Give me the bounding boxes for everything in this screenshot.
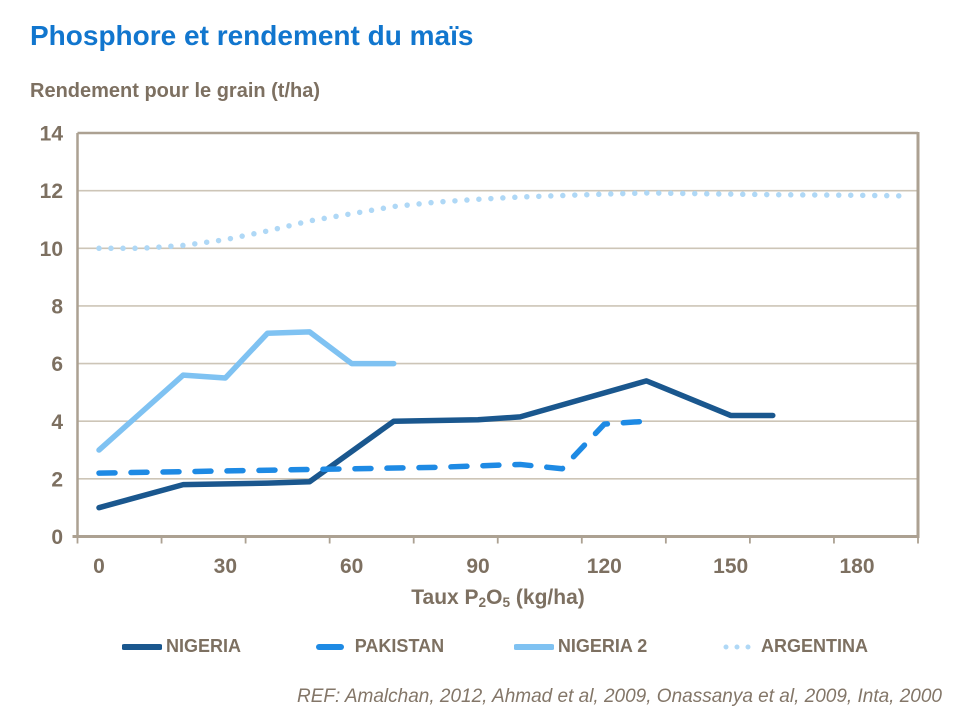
legend: NIGERIA PAKISTAN NIGERIA 2 ARGENTINA	[122, 636, 868, 657]
x-axis-tick-label: 60	[340, 555, 363, 578]
series-line-nigeria-2	[96, 329, 397, 453]
legend-item-nigeria-2: NIGERIA 2	[513, 636, 648, 657]
x-axis-tick-label: 180	[839, 555, 874, 578]
y-axis-tick-label: 14	[40, 123, 64, 146]
legend-label: PAKISTAN	[354, 636, 445, 656]
x-axis-tick-label: 0	[93, 555, 105, 578]
legend-swatch-solid-line-icon	[513, 643, 554, 650]
series-line-nigeria	[96, 378, 776, 511]
y-axis-tick-label: 4	[51, 411, 63, 434]
y-axis-tick-label: 10	[40, 238, 63, 261]
x-axis-tick-label: 120	[587, 555, 622, 578]
legend-swatch-dotted-line-icon	[723, 644, 752, 649]
x-axis-title-text: Taux P	[411, 586, 479, 609]
legend-label: ARGENTINA	[760, 636, 868, 656]
y-axis-tick-label: 2	[51, 468, 63, 491]
chart-title: Phosphore et rendement du maïs	[30, 20, 474, 51]
x-axis-tick-label: 90	[466, 555, 489, 578]
legend-label: NIGERIA	[166, 636, 242, 656]
legend-swatch-dashed-line-icon	[315, 643, 344, 650]
x-axis-tick-label: 30	[214, 555, 237, 578]
legend-item-argentina: ARGENTINA	[717, 636, 868, 657]
legend-swatch-solid-line-icon	[122, 643, 162, 650]
reference-text: REF: Amalchan, 2012, Ahmad et al, 2009, …	[297, 686, 942, 707]
legend-item-pakistan: PAKISTAN	[311, 636, 444, 657]
x-axis-tick-label: 150	[713, 555, 748, 578]
legend-label: NIGERIA 2	[557, 636, 648, 656]
series-line-pakistan	[96, 418, 650, 476]
x-axis-title: Taux P2O5 (kg/ha)	[78, 586, 918, 610]
y-axis-title: Rendement pour le grain (t/ha)	[30, 80, 321, 102]
x-axis-title-text: O	[486, 586, 503, 609]
y-axis-tick-label: 12	[40, 180, 63, 203]
legend-item-nigeria: NIGERIA	[122, 636, 241, 657]
x-axis-title-text: (kg/ha)	[510, 586, 585, 609]
series-line-argentina	[96, 190, 902, 252]
y-axis-tick-label: 0	[51, 526, 63, 549]
y-axis-tick-label: 8	[51, 295, 63, 318]
x-axis-title-subscript: 5	[502, 595, 511, 611]
x-axis-title-subscript: 2	[478, 595, 487, 611]
y-axis-tick-label: 6	[51, 353, 63, 376]
